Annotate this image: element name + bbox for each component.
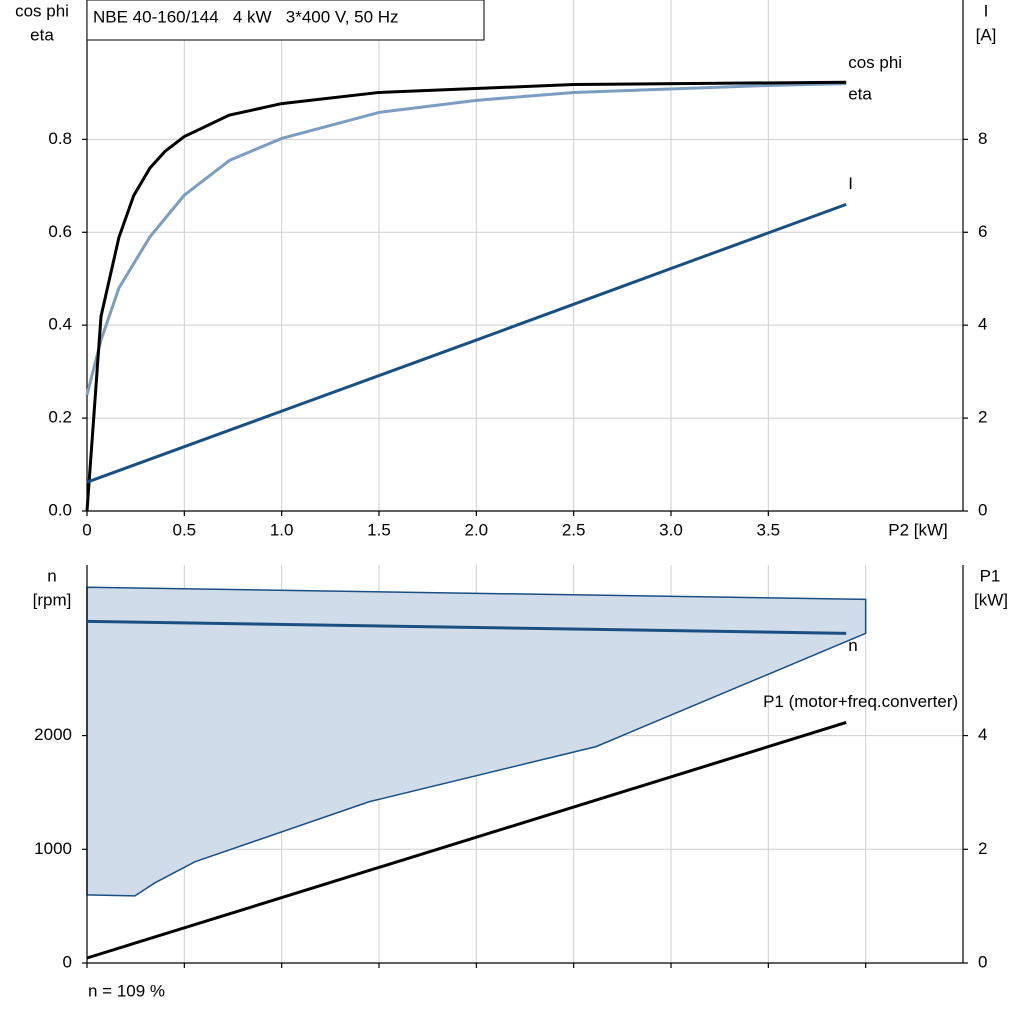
y2-tick-label: 8: [978, 129, 987, 148]
series-line: [85, 80, 847, 512]
y-tick-label: 0.0: [48, 500, 72, 519]
series-line: [86, 721, 847, 960]
x-tick-label: 2.5: [562, 520, 586, 539]
series-label: P1 (motor+freq.converter): [763, 692, 958, 711]
x-tick-label: 0: [82, 520, 91, 539]
series-label: I: [848, 174, 853, 193]
chart-title: NBE 40-160/144 4 kW 3*400 V, 50 Hz: [93, 7, 399, 26]
y2-tick-label: 0: [978, 952, 987, 971]
y-tick-label: 2000: [34, 725, 72, 744]
y-axis-label: n: [47, 566, 56, 585]
title-box: [86, 0, 485, 41]
y2-tick-label: 2: [978, 408, 987, 427]
series-label: n: [848, 636, 857, 655]
y2-tick-label: 2: [978, 839, 987, 858]
x-tick-label: 2.0: [465, 520, 489, 539]
y2-tick-label: 4: [978, 315, 987, 334]
series-line: [85, 82, 847, 396]
y2-axis-label: [kW]: [974, 590, 1008, 609]
series-label: cos phi: [848, 53, 902, 72]
y2-axis-label: I: [984, 1, 989, 20]
y2-tick-label: 0: [978, 500, 987, 519]
y-axis-label: [rpm]: [33, 590, 72, 609]
y-tick-label: 0.8: [48, 129, 72, 148]
y-tick-label: 0.2: [48, 408, 72, 427]
y-tick-label: 0: [63, 952, 72, 971]
y2-tick-label: 6: [978, 222, 987, 241]
x-tick-label: 3.5: [757, 520, 781, 539]
x-tick-label: 1.5: [367, 520, 391, 539]
x-tick-label: 0.5: [173, 520, 197, 539]
y-tick-label: 0.4: [48, 315, 72, 334]
y2-tick-label: 4: [978, 725, 987, 744]
operating-band: [86, 586, 867, 897]
series-line: [86, 202, 847, 484]
x-tick-label: 1.0: [270, 520, 294, 539]
y-tick-label: 0.6: [48, 222, 72, 241]
series-line: [86, 619, 847, 635]
x-tick-label: 3.0: [659, 520, 683, 539]
y-axis-label: eta: [30, 25, 54, 44]
annotation: n = 109 %: [88, 981, 165, 1000]
x-axis-label: P2 [kW]: [888, 520, 948, 539]
y-tick-label: 1000: [34, 839, 72, 858]
y2-axis-label: [A]: [976, 25, 997, 44]
series-label: eta: [848, 85, 872, 104]
y-axis-label: cos phi: [15, 1, 69, 20]
y2-axis-label: P1: [980, 566, 1001, 585]
